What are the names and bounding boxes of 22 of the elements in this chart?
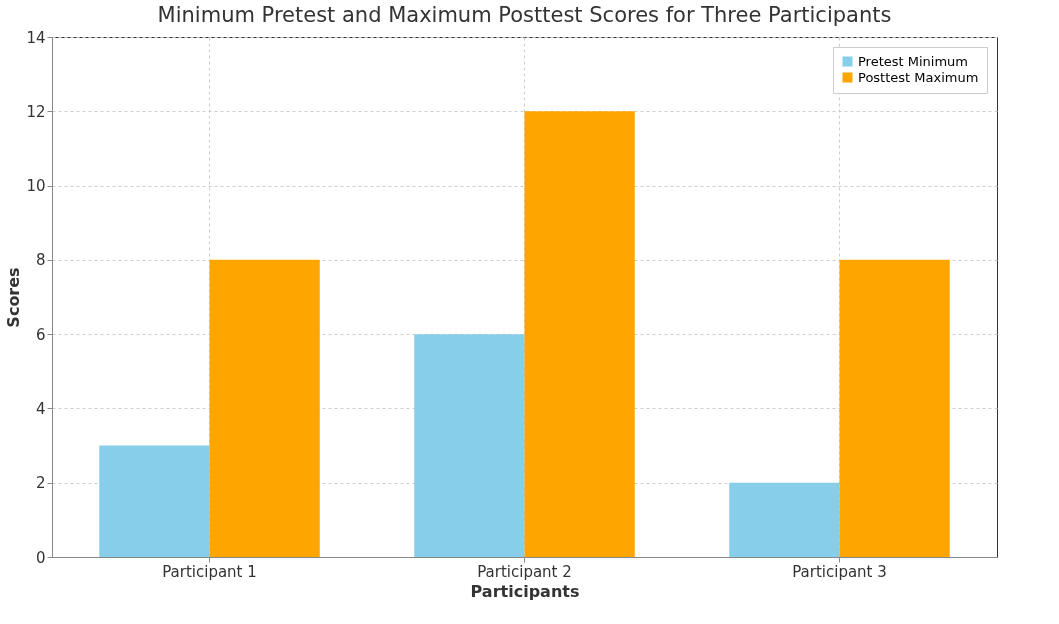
y-tick-label: 0 [35, 548, 46, 567]
x-axis-title: Participants [470, 581, 580, 601]
y-tick-label: 6 [35, 325, 46, 344]
y-tick-label: 10 [26, 177, 46, 196]
y-tick-label: 2 [35, 474, 46, 493]
y-tick-label: 8 [35, 251, 46, 270]
y-tick-label: 12 [26, 102, 46, 121]
legend-label: Pretest Minimum [858, 53, 969, 69]
x-tick-label: Participant 3 [792, 562, 887, 581]
x-tick-label: Participant 1 [162, 562, 257, 581]
y-tick-label: 4 [35, 399, 46, 418]
bar [839, 259, 950, 557]
bar [209, 259, 320, 557]
chart-title: Minimum Pretest and Maximum Posttest Scores for Three Participants [157, 3, 892, 27]
y-axis-title: Scores [4, 267, 24, 328]
bar [524, 111, 635, 557]
bar [414, 334, 525, 557]
bar [729, 482, 840, 557]
bar [99, 445, 210, 557]
legend-label: Posttest Maximum [858, 69, 979, 85]
x-tick-label: Participant 2 [477, 562, 572, 581]
y-tick-label: 14 [26, 28, 46, 47]
